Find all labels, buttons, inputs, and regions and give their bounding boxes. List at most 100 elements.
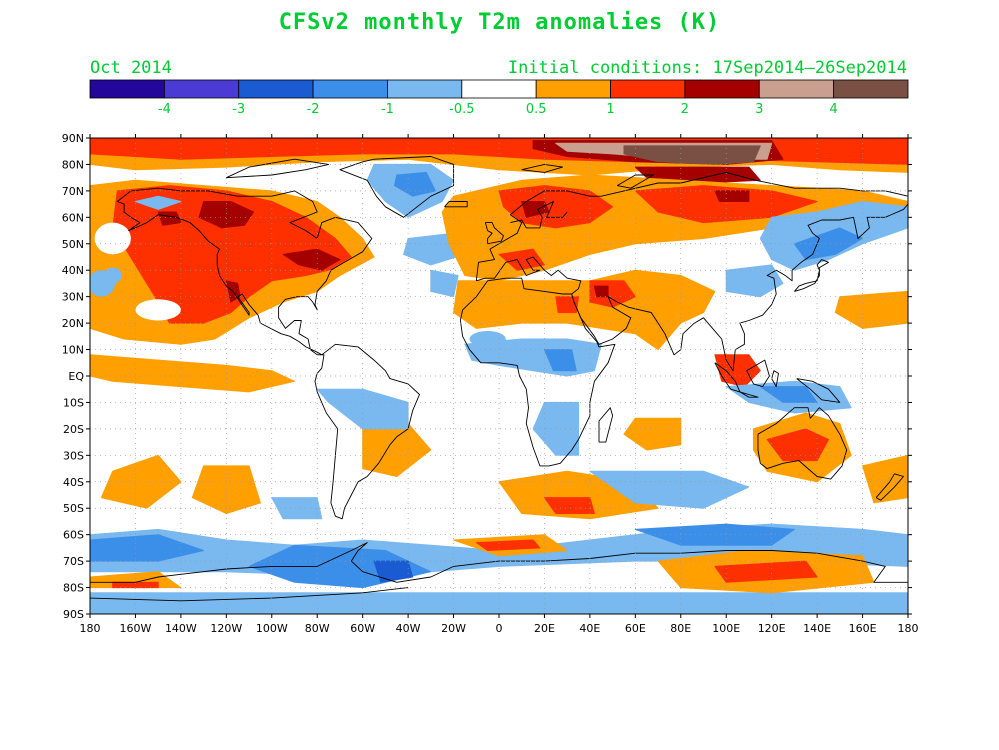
lat-label: 20S — [63, 423, 84, 436]
lat-label: 70N — [62, 185, 84, 198]
lat-label: EQ — [68, 370, 84, 383]
lat-label: 10S — [63, 396, 84, 409]
anomaly-patch — [94, 222, 131, 255]
anomaly-region — [453, 269, 716, 351]
lon-label: 60W — [350, 622, 375, 635]
anomaly-region — [589, 470, 750, 509]
anomaly-region — [198, 201, 255, 229]
anomaly-region — [862, 454, 908, 504]
legend-label: -3 — [232, 102, 245, 117]
svalbard-coast — [521, 163, 564, 173]
antarctica-coast — [90, 542, 908, 583]
asia-south-coast — [573, 203, 908, 372]
legend-label: -0.5 — [449, 102, 474, 117]
lon-label: 20E — [534, 622, 555, 635]
anomaly-region — [271, 497, 323, 520]
madagascar-coast — [598, 407, 614, 443]
anomaly-region — [623, 145, 761, 165]
java-coast — [739, 391, 759, 398]
legend-label: -4 — [158, 102, 171, 117]
lon-label: 100W — [256, 622, 288, 635]
iceland-coast — [444, 201, 468, 208]
japan-coast — [794, 259, 829, 292]
lat-label: 50N — [62, 238, 84, 251]
lat-label: 30S — [63, 449, 84, 462]
lon-label: 180 — [80, 622, 101, 635]
anomaly-region — [112, 581, 159, 589]
anomaly-region — [134, 195, 182, 210]
anomaly-region — [373, 560, 414, 583]
anomaly-region — [191, 465, 261, 514]
anomaly-region — [157, 211, 182, 226]
anomaly-region — [282, 248, 341, 271]
north-america-coast — [117, 187, 373, 356]
new-zealand-coast — [875, 473, 904, 501]
anomaly-region — [543, 349, 577, 372]
anomaly-region — [634, 523, 795, 546]
anomaly-region — [394, 171, 436, 197]
lon-label: 120E — [758, 622, 786, 635]
legend-label: 2 — [681, 102, 689, 117]
borneo-coast — [746, 359, 770, 388]
legend-label: 0.5 — [526, 102, 547, 117]
legend-label: 4 — [829, 102, 837, 117]
south-america-coast — [314, 343, 420, 520]
lat-label: 70S — [63, 555, 84, 568]
mediterranean-coast — [476, 256, 582, 295]
lon-label: 160E — [849, 622, 877, 635]
lon-label: 80W — [305, 622, 330, 635]
anomaly-region — [834, 290, 908, 329]
initial-conditions: Initial conditions: 17Sep2014–26Sep2014 — [507, 58, 907, 78]
axes: 90N 80N 70N 60N 50N 40N 30N 20N 10N EQ 10S 20S 30S 40… — [62, 132, 919, 635]
lat-label: 10N — [62, 344, 84, 357]
lat-label: 40N — [62, 264, 84, 277]
uk-coast — [484, 222, 504, 245]
lon-label: 40E — [579, 622, 600, 635]
lat-label: 30N — [62, 291, 84, 304]
lat-label: 60N — [62, 211, 84, 224]
lat-label: 80N — [62, 158, 84, 171]
lon-label: 140E — [803, 622, 831, 635]
lat-label: 90N — [62, 132, 84, 145]
anomaly-region — [623, 417, 682, 451]
lon-label: 20W — [441, 622, 466, 635]
africa-coast — [459, 277, 616, 467]
australia-coast — [757, 407, 848, 480]
lat-label: 90S — [63, 608, 84, 621]
anomaly-region — [593, 285, 609, 298]
lon-label: 100E — [712, 622, 740, 635]
anomaly-region — [498, 248, 545, 271]
lon-label: 80E — [670, 622, 691, 635]
anomaly-region — [759, 386, 818, 403]
chart-title: CFSv2 monthly T2m anomalies (K) — [278, 10, 721, 35]
anomaly-region — [430, 269, 459, 298]
anomaly-region — [725, 264, 784, 298]
anomaly-region — [475, 539, 541, 551]
greenland-coast — [339, 156, 455, 218]
lon-label: 160W — [120, 622, 152, 635]
lon-label: 0 — [496, 622, 503, 635]
legend-swatch — [833, 79, 909, 99]
lon-label: 180 — [898, 622, 919, 635]
anomaly-region — [714, 190, 750, 202]
anomaly-patch — [135, 299, 181, 321]
legend-label: -2 — [307, 102, 320, 117]
lat-label: 50S — [63, 502, 84, 515]
arctic-archipelago — [226, 158, 330, 179]
legend-label: 3 — [755, 102, 763, 117]
anomaly-region — [90, 354, 295, 393]
lon-label: 120W — [210, 622, 242, 635]
anomaly-region — [714, 560, 818, 583]
lat-label: 20N — [62, 317, 84, 330]
anomaly-region — [543, 497, 595, 514]
lat-label: 60S — [63, 529, 84, 542]
anomaly-region — [793, 227, 864, 261]
anomaly-region — [90, 534, 205, 562]
lon-label: 140W — [165, 622, 197, 635]
new-guinea-coast — [796, 378, 841, 403]
sulawesi-coast — [771, 370, 779, 388]
lon-label: 40W — [396, 622, 421, 635]
lon-label: 60E — [625, 622, 646, 635]
scandinavia-coast — [510, 201, 568, 229]
